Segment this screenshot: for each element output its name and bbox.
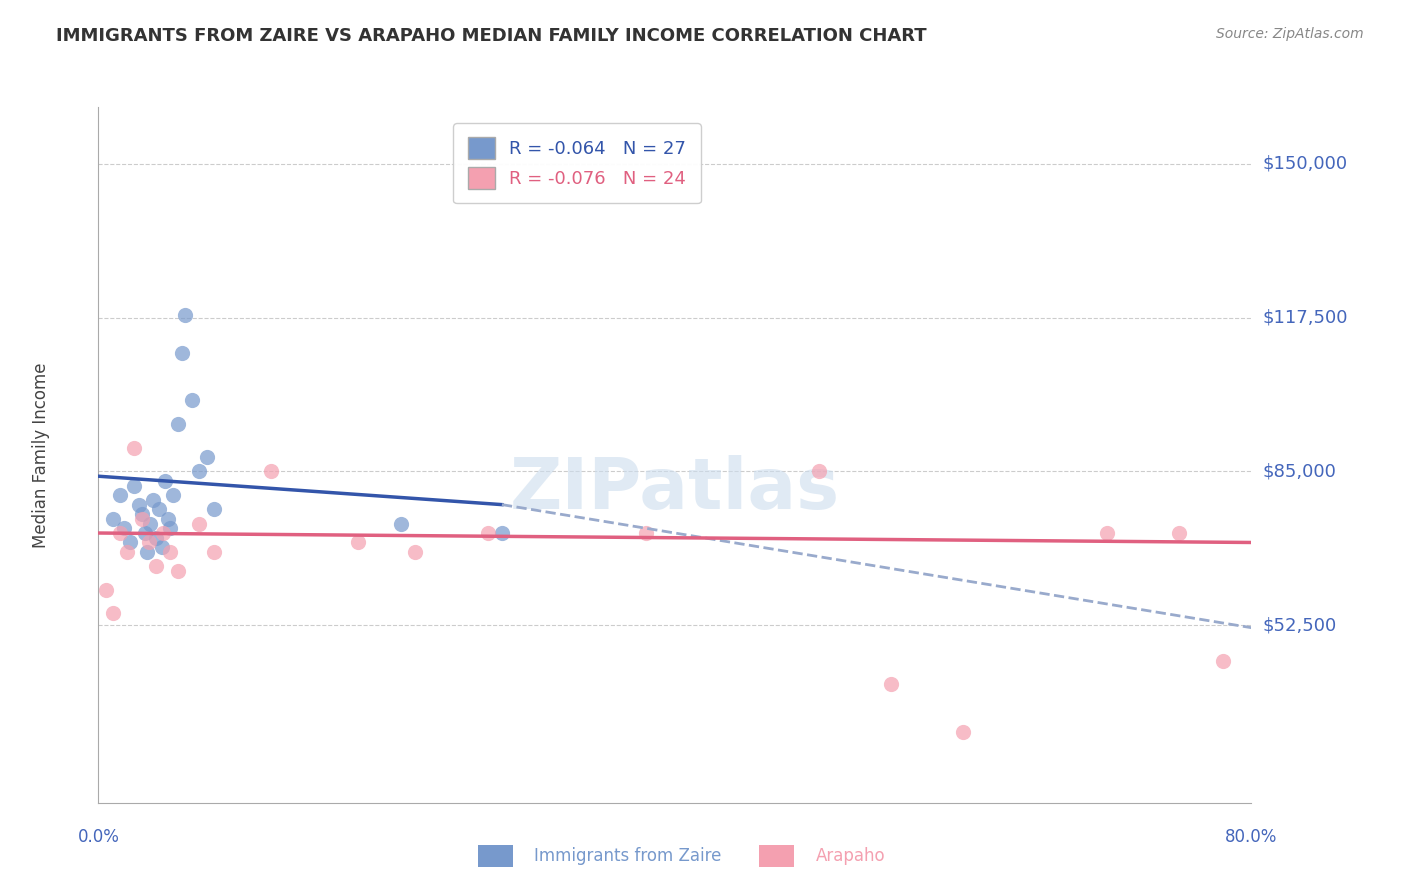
Point — [170, 346, 193, 360]
Point — [150, 540, 173, 554]
Point — [108, 488, 131, 502]
Point — [1168, 526, 1191, 541]
Text: Arapaho: Arapaho — [815, 847, 886, 865]
Point — [188, 465, 211, 479]
Text: Immigrants from Zaire: Immigrants from Zaire — [534, 847, 721, 865]
Point — [128, 498, 150, 512]
Point — [101, 512, 124, 526]
Point — [101, 607, 124, 621]
Point — [405, 545, 427, 559]
Point — [166, 417, 188, 432]
Text: Source: ZipAtlas.com: Source: ZipAtlas.com — [1216, 27, 1364, 41]
Point — [188, 516, 211, 531]
Point — [153, 474, 176, 488]
Point — [195, 450, 218, 465]
Point — [477, 526, 499, 541]
Text: 0.0%: 0.0% — [77, 828, 120, 846]
Legend: R = -0.064   N = 27, R = -0.076   N = 24: R = -0.064 N = 27, R = -0.076 N = 24 — [453, 123, 700, 203]
Point — [202, 502, 225, 516]
Point — [94, 582, 117, 597]
Point — [202, 545, 225, 559]
Point — [152, 526, 174, 541]
Text: $52,500: $52,500 — [1263, 616, 1337, 634]
Point — [148, 502, 170, 516]
Point — [142, 492, 165, 507]
Point — [1212, 654, 1234, 668]
Point — [156, 512, 179, 526]
Point — [346, 535, 368, 549]
Point — [389, 516, 412, 531]
Point — [880, 677, 903, 691]
Point — [108, 526, 131, 541]
Point — [159, 545, 181, 559]
Point — [260, 465, 283, 479]
Point — [952, 724, 974, 739]
Text: $85,000: $85,000 — [1263, 462, 1336, 481]
Point — [112, 521, 135, 535]
Point — [124, 478, 146, 492]
Point — [162, 488, 184, 502]
Point — [181, 393, 204, 408]
Point — [117, 545, 138, 559]
Text: $150,000: $150,000 — [1263, 155, 1347, 173]
Point — [807, 465, 830, 479]
Point — [166, 564, 188, 578]
Point — [1097, 526, 1119, 541]
Text: Median Family Income: Median Family Income — [32, 362, 49, 548]
Point — [174, 308, 197, 322]
Point — [145, 531, 167, 545]
Point — [139, 516, 162, 531]
Point — [134, 526, 156, 541]
Text: ZIPatlas: ZIPatlas — [510, 455, 839, 524]
Point — [145, 559, 167, 574]
Point — [138, 535, 160, 549]
Point — [159, 521, 181, 535]
Point — [131, 512, 153, 526]
Point — [120, 535, 142, 549]
Point — [636, 526, 658, 541]
Point — [131, 507, 153, 521]
Point — [124, 441, 146, 455]
Text: $117,500: $117,500 — [1263, 309, 1348, 326]
Text: 80.0%: 80.0% — [1225, 828, 1278, 846]
Point — [136, 545, 159, 559]
Point — [491, 526, 513, 541]
Text: IMMIGRANTS FROM ZAIRE VS ARAPAHO MEDIAN FAMILY INCOME CORRELATION CHART: IMMIGRANTS FROM ZAIRE VS ARAPAHO MEDIAN … — [56, 27, 927, 45]
